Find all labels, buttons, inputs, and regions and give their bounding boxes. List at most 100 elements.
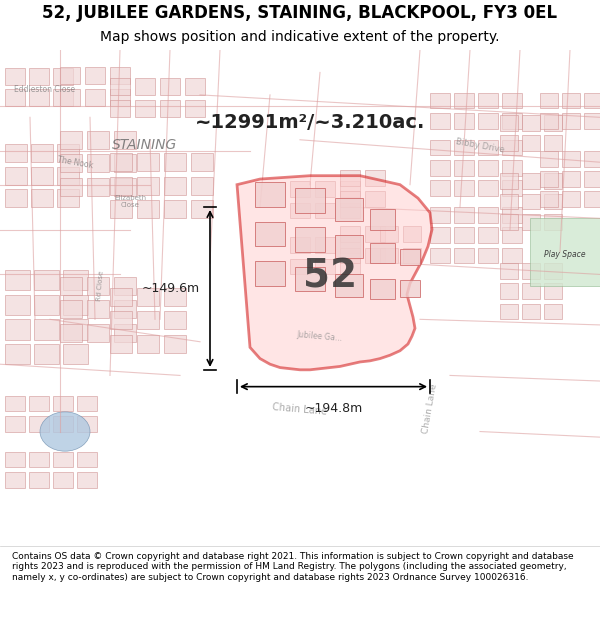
Bar <box>544 263 562 279</box>
Bar <box>315 238 335 253</box>
Bar <box>63 319 88 339</box>
Ellipse shape <box>40 412 90 451</box>
Bar <box>454 92 474 108</box>
Bar <box>522 174 540 189</box>
Bar <box>114 277 136 294</box>
Bar <box>315 259 335 274</box>
Bar <box>114 324 136 342</box>
Bar <box>500 304 518 319</box>
Bar <box>340 181 360 197</box>
Bar <box>295 188 325 213</box>
Bar <box>530 218 600 286</box>
Bar <box>34 270 59 290</box>
Bar <box>53 472 73 488</box>
Bar <box>584 151 600 167</box>
Bar <box>500 283 518 299</box>
Bar <box>478 160 498 176</box>
Bar <box>340 170 360 186</box>
Bar <box>57 167 79 184</box>
Bar <box>478 92 498 108</box>
Bar <box>164 177 186 195</box>
Bar <box>110 89 130 106</box>
Bar <box>365 191 385 207</box>
Bar <box>522 135 540 151</box>
Bar <box>85 89 105 106</box>
Bar <box>5 319 30 339</box>
Bar <box>87 178 109 196</box>
Bar <box>185 78 205 95</box>
Bar <box>29 68 49 85</box>
Bar <box>430 140 450 156</box>
Bar <box>137 311 159 329</box>
Bar <box>5 270 30 290</box>
Bar <box>110 177 132 195</box>
Bar <box>430 160 450 176</box>
Bar <box>315 202 335 218</box>
Bar <box>502 248 522 263</box>
Bar <box>5 294 30 315</box>
Bar <box>60 131 82 149</box>
Bar <box>365 170 385 186</box>
Bar <box>34 319 59 339</box>
Bar <box>502 160 522 176</box>
Bar <box>85 67 105 84</box>
Bar <box>562 191 580 207</box>
Bar <box>430 248 450 263</box>
Bar <box>502 92 522 108</box>
Bar <box>544 283 562 299</box>
Bar <box>110 78 130 95</box>
Bar <box>53 68 73 85</box>
Bar <box>77 396 97 411</box>
Bar <box>500 174 518 189</box>
Text: Chain Lane: Chain Lane <box>421 383 439 435</box>
Text: ~194.8m: ~194.8m <box>304 402 362 416</box>
Bar <box>370 279 395 299</box>
Bar <box>87 324 109 342</box>
Bar <box>60 89 80 106</box>
Bar <box>255 222 285 246</box>
Bar <box>522 263 540 279</box>
Bar <box>500 135 518 151</box>
Bar <box>562 113 580 129</box>
Bar <box>57 144 79 162</box>
Bar <box>340 238 360 253</box>
Bar <box>137 201 159 218</box>
Text: Chain Lane: Chain Lane <box>272 402 328 416</box>
Bar <box>63 294 88 315</box>
Bar <box>454 180 474 196</box>
Bar <box>34 344 59 364</box>
Bar <box>502 113 522 129</box>
Bar <box>290 202 310 218</box>
Bar <box>185 101 205 118</box>
Bar <box>60 154 82 173</box>
Bar <box>87 277 109 294</box>
Bar <box>114 154 136 173</box>
Bar <box>87 300 109 318</box>
Bar <box>29 396 49 411</box>
Bar <box>164 288 186 306</box>
Bar <box>430 113 450 129</box>
Text: Contains OS data © Crown copyright and database right 2021. This information is : Contains OS data © Crown copyright and d… <box>12 552 574 582</box>
Bar <box>255 261 285 286</box>
Bar <box>60 300 82 318</box>
Bar <box>295 228 325 252</box>
Bar <box>370 209 395 229</box>
Bar <box>191 201 213 218</box>
Bar <box>31 144 53 162</box>
Bar <box>430 180 450 196</box>
Bar <box>340 259 360 274</box>
Bar <box>290 238 310 253</box>
Bar <box>454 140 474 156</box>
Bar <box>60 324 82 342</box>
Bar <box>562 171 580 187</box>
Bar <box>340 191 360 207</box>
Bar <box>502 140 522 156</box>
Bar <box>34 294 59 315</box>
Bar <box>544 135 562 151</box>
Bar <box>5 89 25 106</box>
Bar <box>164 311 186 329</box>
Bar <box>562 92 580 108</box>
Bar <box>335 235 363 258</box>
Bar <box>290 259 310 274</box>
Bar <box>135 101 155 118</box>
